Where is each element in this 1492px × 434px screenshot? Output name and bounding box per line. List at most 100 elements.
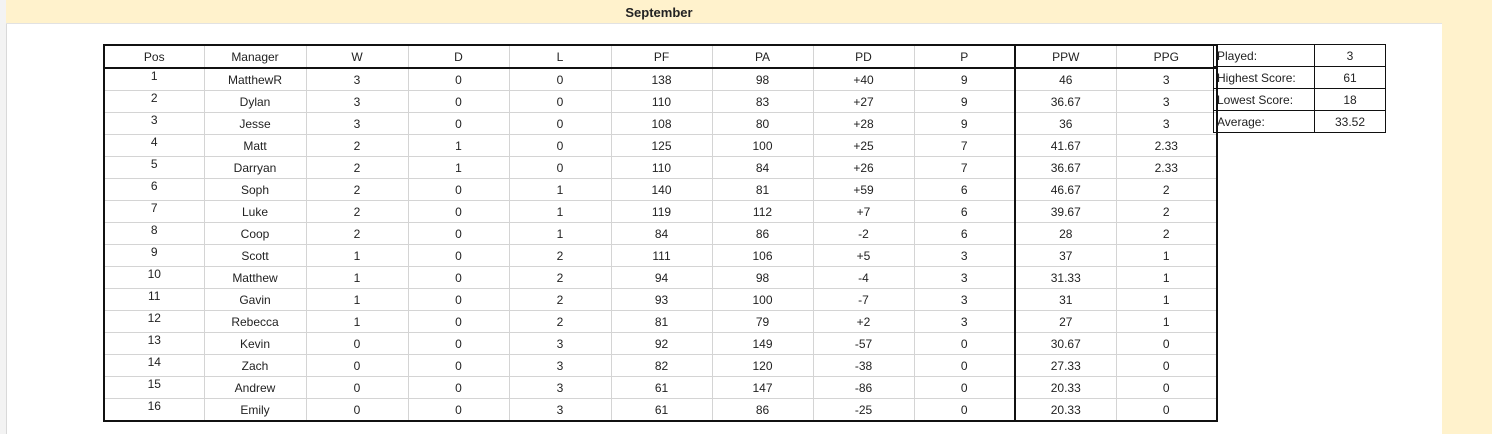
cell-ppw[interactable]: 37 <box>1014 244 1117 267</box>
cell-manager[interactable]: Scott <box>203 244 307 267</box>
cell-p[interactable]: 9 <box>913 67 1016 91</box>
cell-manager[interactable]: Zach <box>203 354 307 377</box>
stat-value[interactable]: 18 <box>1314 88 1386 111</box>
cell-p[interactable]: 9 <box>913 90 1016 113</box>
cell-p[interactable]: 7 <box>913 134 1016 157</box>
stat-label[interactable]: Played: <box>1213 44 1315 67</box>
cell-pd[interactable]: -57 <box>812 332 915 355</box>
cell-ppg[interactable]: 0 <box>1115 354 1218 377</box>
cell-w[interactable]: 2 <box>305 134 409 157</box>
cell-d[interactable]: 0 <box>407 244 510 267</box>
cell-w[interactable]: 2 <box>305 222 409 245</box>
cell-ppg[interactable]: 2.33 <box>1115 156 1218 179</box>
cell-pa[interactable]: 86 <box>711 222 814 245</box>
cell-pos[interactable]: 15 <box>103 376 205 399</box>
cell-pd[interactable]: +28 <box>812 112 915 135</box>
header-pos[interactable]: Pos <box>103 44 205 69</box>
cell-ppw[interactable]: 46.67 <box>1014 178 1117 201</box>
cell-ppw[interactable]: 36 <box>1014 112 1117 135</box>
cell-l[interactable]: 3 <box>508 376 612 399</box>
cell-pa[interactable]: 81 <box>711 178 814 201</box>
stat-label[interactable]: Lowest Score: <box>1213 88 1315 111</box>
cell-ppw[interactable]: 36.67 <box>1014 156 1117 179</box>
cell-d[interactable]: 0 <box>407 222 510 245</box>
cell-ppg[interactable]: 3 <box>1115 90 1218 113</box>
cell-d[interactable]: 0 <box>407 310 510 333</box>
cell-pf[interactable]: 119 <box>610 200 713 223</box>
cell-ppg[interactable]: 0 <box>1115 332 1218 355</box>
cell-pos[interactable]: 14 <box>103 354 205 377</box>
cell-pf[interactable]: 110 <box>610 156 713 179</box>
cell-pos[interactable]: 4 <box>103 134 205 157</box>
cell-ppw[interactable]: 27 <box>1014 310 1117 333</box>
cell-p[interactable]: 0 <box>913 354 1016 377</box>
cell-l[interactable]: 0 <box>508 112 612 135</box>
cell-pf[interactable]: 61 <box>610 398 713 422</box>
cell-pa[interactable]: 86 <box>711 398 814 422</box>
cell-pf[interactable]: 84 <box>610 222 713 245</box>
cell-pos[interactable]: 3 <box>103 112 205 135</box>
cell-pd[interactable]: -4 <box>812 266 915 289</box>
cell-manager[interactable]: Coop <box>203 222 307 245</box>
cell-ppw[interactable]: 46 <box>1014 67 1117 91</box>
cell-manager[interactable]: Kevin <box>203 332 307 355</box>
cell-d[interactable]: 0 <box>407 354 510 377</box>
cell-ppg[interactable]: 2.33 <box>1115 134 1218 157</box>
cell-ppg[interactable]: 1 <box>1115 310 1218 333</box>
cell-pf[interactable]: 93 <box>610 288 713 311</box>
cell-pos[interactable]: 10 <box>103 266 205 289</box>
cell-l[interactable]: 3 <box>508 332 612 355</box>
cell-ppw[interactable]: 20.33 <box>1014 398 1117 422</box>
stat-value[interactable]: 61 <box>1314 66 1386 89</box>
header-l[interactable]: L <box>508 44 612 69</box>
cell-pf[interactable]: 92 <box>610 332 713 355</box>
cell-w[interactable]: 1 <box>305 288 409 311</box>
cell-pa[interactable]: 84 <box>711 156 814 179</box>
cell-pd[interactable]: +2 <box>812 310 915 333</box>
cell-ppg[interactable]: 0 <box>1115 398 1218 422</box>
cell-w[interactable]: 2 <box>305 178 409 201</box>
cell-pd[interactable]: -7 <box>812 288 915 311</box>
cell-ppw[interactable]: 39.67 <box>1014 200 1117 223</box>
cell-p[interactable]: 3 <box>913 310 1016 333</box>
cell-pf[interactable]: 108 <box>610 112 713 135</box>
cell-manager[interactable]: Rebecca <box>203 310 307 333</box>
cell-pf[interactable]: 110 <box>610 90 713 113</box>
cell-manager[interactable]: Matthew <box>203 266 307 289</box>
cell-manager[interactable]: MatthewR <box>203 67 307 91</box>
cell-ppg[interactable]: 1 <box>1115 288 1218 311</box>
cell-ppw[interactable]: 31.33 <box>1014 266 1117 289</box>
cell-w[interactable]: 3 <box>305 90 409 113</box>
cell-ppw[interactable]: 27.33 <box>1014 354 1117 377</box>
cell-manager[interactable]: Soph <box>203 178 307 201</box>
cell-pa[interactable]: 98 <box>711 266 814 289</box>
cell-p[interactable]: 9 <box>913 112 1016 135</box>
cell-w[interactable]: 3 <box>305 112 409 135</box>
cell-l[interactable]: 3 <box>508 354 612 377</box>
cell-d[interactable]: 0 <box>407 288 510 311</box>
cell-manager[interactable]: Darryan <box>203 156 307 179</box>
cell-ppg[interactable]: 2 <box>1115 200 1218 223</box>
cell-ppw[interactable]: 36.67 <box>1014 90 1117 113</box>
cell-ppw[interactable]: 30.67 <box>1014 332 1117 355</box>
cell-d[interactable]: 0 <box>407 398 510 422</box>
cell-l[interactable]: 0 <box>508 156 612 179</box>
header-pd[interactable]: PD <box>812 44 915 69</box>
cell-d[interactable]: 0 <box>407 112 510 135</box>
cell-pd[interactable]: -86 <box>812 376 915 399</box>
cell-p[interactable]: 7 <box>913 156 1016 179</box>
cell-w[interactable]: 0 <box>305 354 409 377</box>
cell-pa[interactable]: 100 <box>711 134 814 157</box>
cell-pf[interactable]: 111 <box>610 244 713 267</box>
cell-ppg[interactable]: 1 <box>1115 244 1218 267</box>
cell-l[interactable]: 1 <box>508 222 612 245</box>
cell-pos[interactable]: 16 <box>103 398 205 422</box>
cell-pd[interactable]: +7 <box>812 200 915 223</box>
cell-pa[interactable]: 147 <box>711 376 814 399</box>
cell-ppw[interactable]: 28 <box>1014 222 1117 245</box>
cell-w[interactable]: 0 <box>305 376 409 399</box>
cell-pd[interactable]: +40 <box>812 67 915 91</box>
cell-manager[interactable]: Luke <box>203 200 307 223</box>
cell-l[interactable]: 0 <box>508 90 612 113</box>
cell-ppg[interactable]: 2 <box>1115 222 1218 245</box>
